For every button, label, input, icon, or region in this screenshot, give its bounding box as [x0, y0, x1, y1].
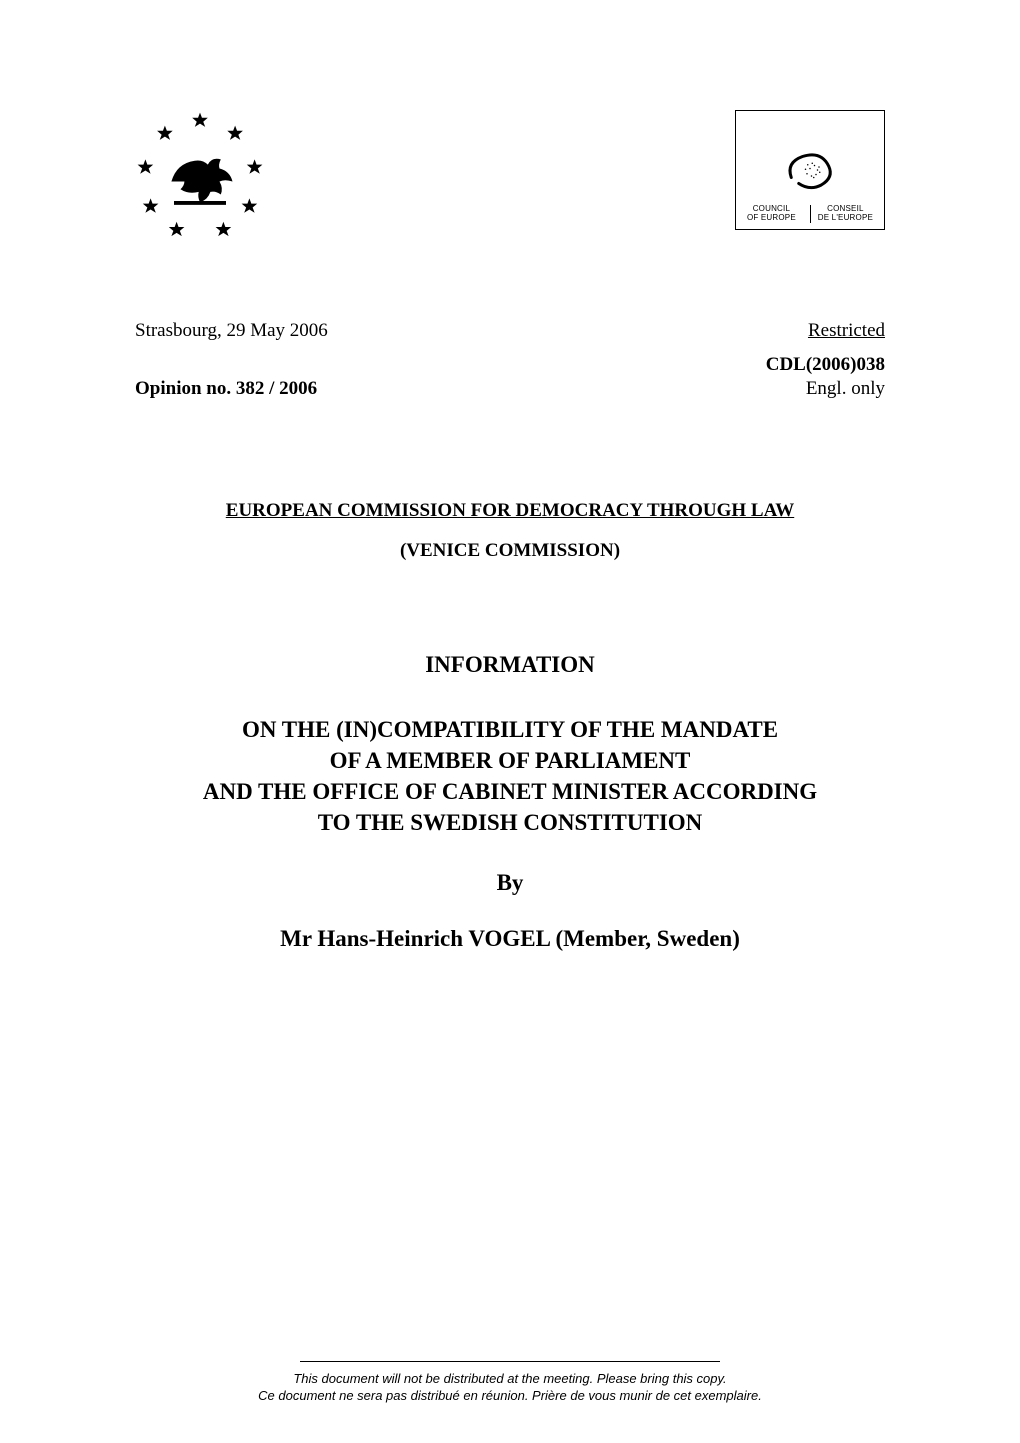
coe-caption: COUNCIL OF EUROPE CONSEIL DE L'EUROPE: [736, 205, 884, 223]
section-heading: INFORMATION: [135, 652, 885, 678]
coe-caption-right-2: DE L'EUROPE: [818, 214, 873, 223]
footer-line-1: This document will not be distributed at…: [0, 1370, 1020, 1388]
commission-title: EUROPEAN COMMISSION FOR DEMOCRACY THROUG…: [135, 500, 885, 522]
lang: Engl. only: [806, 378, 885, 399]
title-line-4: TO THE SWEDISH CONSTITUTION: [135, 807, 885, 838]
document-title: ON THE (IN)COMPATIBILITY OF THE MANDATE …: [135, 714, 885, 838]
venice-commission-logo: [135, 110, 265, 240]
title-line-3: AND THE OFFICE OF CABINET MINISTER ACCOR…: [135, 776, 885, 807]
meta-row-2: CDL(2006)038: [135, 354, 885, 376]
title-line-2: OF A MEMBER OF PARLIAMENT: [135, 745, 885, 776]
coe-caption-left-2: OF EUROPE: [747, 214, 796, 223]
restricted-label: Restricted: [808, 320, 885, 341]
meta-row-3: Opinion no. 382 / 2006 Engl. only: [135, 378, 885, 400]
by-label: By: [135, 870, 885, 896]
author: Mr Hans-Heinrich VOGEL (Member, Sweden): [135, 926, 885, 952]
council-of-europe-logo: COUNCIL OF EUROPE CONSEIL DE L'EUROPE: [735, 110, 885, 230]
footer: This document will not be distributed at…: [0, 1361, 1020, 1405]
footer-rule: [300, 1361, 720, 1362]
opinion-no: Opinion no. 382 / 2006: [135, 378, 317, 400]
place-date: Strasbourg, 29 May 2006: [135, 320, 328, 342]
logo-row: COUNCIL OF EUROPE CONSEIL DE L'EUROPE: [135, 110, 885, 240]
commission-subtitle: (VENICE COMMISSION): [135, 540, 885, 562]
footer-line-2: Ce document ne sera pas distribué en réu…: [0, 1387, 1020, 1405]
title-line-1: ON THE (IN)COMPATIBILITY OF THE MANDATE: [135, 714, 885, 745]
doc-ref: CDL(2006)038: [766, 354, 885, 375]
meta-row-1: Strasbourg, 29 May 2006 Restricted: [135, 320, 885, 342]
